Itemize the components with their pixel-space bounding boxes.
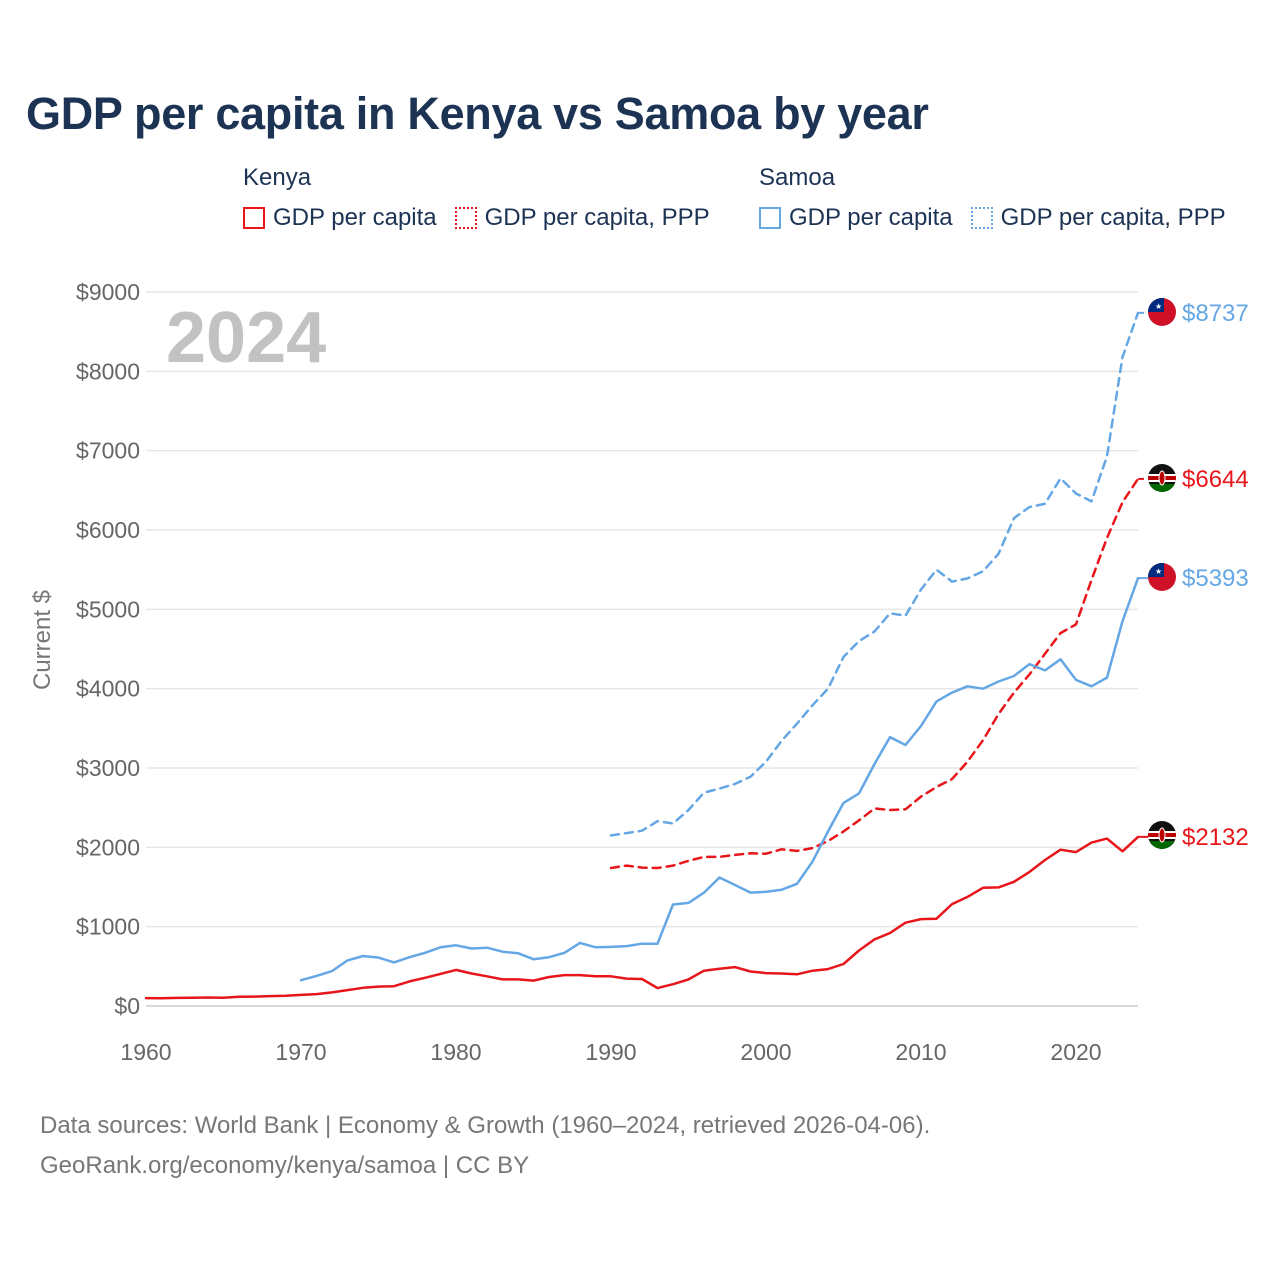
- x-tick-label: 1980: [430, 1039, 481, 1065]
- legend-item-samoa-gdp-ppp[interactable]: GDP per capita, PPP: [970, 204, 1226, 232]
- y-tick-label: $1000: [76, 914, 140, 940]
- legend-label: GDP per capita, PPP: [484, 204, 710, 231]
- y-tick-label: $6000: [76, 517, 140, 543]
- legend-item-kenya-gdp-ppp[interactable]: GDP per capita, PPP: [454, 204, 710, 232]
- chart-title: GDP per capita in Kenya vs Samoa by year: [26, 88, 929, 139]
- kenya-flag-icon: [1148, 464, 1176, 492]
- y-tick-label: $9000: [76, 279, 140, 305]
- x-tick-label: 1960: [120, 1039, 171, 1065]
- y-tick-label: $8000: [76, 358, 140, 384]
- svg-text:★: ★: [1155, 302, 1162, 311]
- legend-group-samoa: Samoa GDP per capita GDP per capita, PPP: [759, 162, 1226, 232]
- y-tick-label: $2000: [76, 834, 140, 860]
- end-value-label: $5393: [1182, 565, 1249, 592]
- y-tick-label: $5000: [76, 596, 140, 622]
- series-line-kenya-gdp-per-capita[interactable]: [144, 835, 1140, 1000]
- legend-item-kenya-gdp[interactable]: GDP per capita: [243, 204, 437, 232]
- legend-swatch-solid-icon: [759, 207, 781, 229]
- x-tick-label: 1990: [585, 1039, 636, 1065]
- legend-label: GDP per capita: [789, 204, 953, 231]
- samoa-flag-icon: ★: [1148, 563, 1176, 591]
- year-watermark: 2024: [166, 298, 326, 378]
- footer: Data sources: World Bank | Economy & Gro…: [40, 1106, 930, 1186]
- y-tick-label: $7000: [76, 438, 140, 464]
- end-value-label: $6644: [1182, 466, 1249, 493]
- data-source-text: Data sources: World Bank | Economy & Gro…: [40, 1112, 931, 1139]
- source-link-text[interactable]: GeoRank.org/economy/kenya/samoa | CC BY: [40, 1152, 530, 1179]
- series-line-samoa-gdp-per-capita[interactable]: [299, 576, 1140, 982]
- legend-group-kenya: Kenya GDP per capita GDP per capita, PPP: [243, 162, 710, 232]
- legend-item-samoa-gdp[interactable]: GDP per capita: [759, 204, 953, 232]
- svg-text:★: ★: [1155, 567, 1162, 576]
- legend-swatch-dotted-icon: [454, 207, 477, 229]
- legend-label: GDP per capita: [273, 204, 437, 231]
- legend-swatch-dotted-icon: [970, 207, 993, 229]
- end-value-label: $8737: [1182, 300, 1249, 327]
- x-tick-label: 2020: [1050, 1039, 1101, 1065]
- legend-swatch-solid-icon: [243, 207, 265, 229]
- x-tick-label: 1970: [275, 1039, 326, 1065]
- x-tick-label: 2010: [895, 1039, 946, 1065]
- y-axis-label: Current $: [29, 590, 56, 690]
- y-tick-label: $0: [114, 993, 140, 1019]
- series-line-kenya-gdp-per-capita-ppp[interactable]: [609, 477, 1140, 870]
- y-tick-label: $3000: [76, 755, 140, 781]
- legend-label: GDP per capita, PPP: [1000, 204, 1226, 231]
- y-tick-label: $4000: [76, 676, 140, 702]
- legend-country-kenya: Kenya: [243, 164, 312, 191]
- x-tick-label: 2000: [740, 1039, 791, 1065]
- samoa-flag-icon: ★: [1148, 298, 1176, 326]
- end-value-label: $2132: [1182, 824, 1249, 851]
- series-line-samoa-gdp-per-capita-ppp[interactable]: [609, 311, 1140, 837]
- kenya-flag-icon: [1148, 821, 1176, 849]
- legend-country-samoa: Samoa: [759, 164, 836, 191]
